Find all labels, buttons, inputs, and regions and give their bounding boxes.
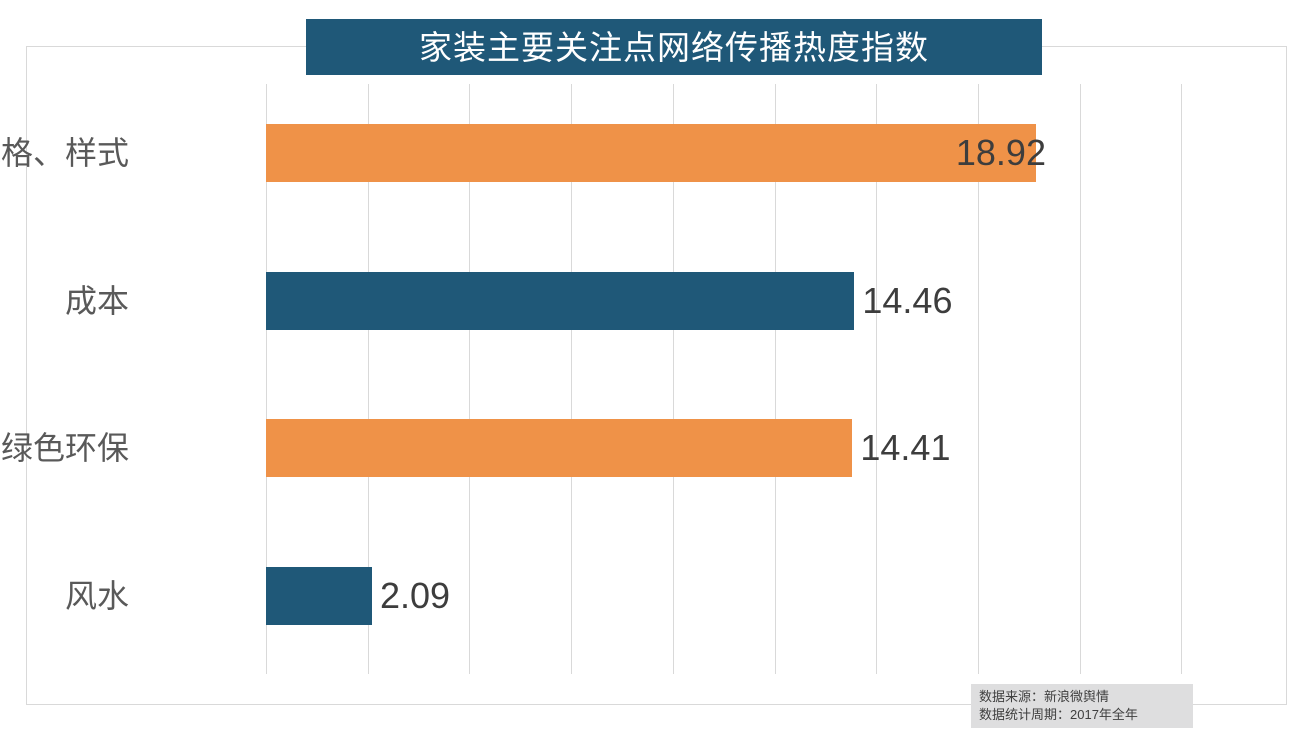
gridline: [469, 84, 471, 674]
bar-segment[interactable]: [266, 271, 855, 330]
gridline: [672, 84, 674, 674]
category-label: 风水: [64, 577, 129, 614]
bar-segment[interactable]: [266, 419, 853, 477]
source-line-1: 数据来源：新浪微舆情: [979, 689, 1110, 704]
bar-value-label: 14.41: [860, 427, 951, 468]
bar-row: 风水 2.09: [65, 527, 1182, 675]
gridline: [876, 84, 878, 674]
bar-segment[interactable]: [266, 124, 1036, 182]
category-label: 风格、样式: [0, 135, 129, 171]
bar-value-label: 2.09: [380, 574, 451, 616]
gridline: [977, 84, 979, 674]
chart-title-banner: 家装主要关注点网络传播热度指数: [306, 19, 1042, 75]
category-label: 成本: [64, 282, 129, 319]
source-line-2: 数据统计周期：2017年全年: [979, 707, 1138, 722]
bar-row: 成本 14.46: [65, 232, 1182, 380]
bar-value-label: 18.92: [955, 132, 1046, 173]
bar-row: 绿色环保 14.41: [1, 379, 1182, 527]
source-note-box: 数据来源：新浪微舆情 数据统计周期：2017年全年: [971, 684, 1193, 728]
plot-area: 风格、样式 18.92 成本 14.46 绿色环保 14.41 风水 2.09: [0, 84, 1182, 675]
chart-title: 家装主要关注点网络传播热度指数: [419, 28, 929, 66]
bar-segment[interactable]: [266, 566, 372, 625]
category-label: 绿色环保: [0, 430, 129, 466]
gridline: [571, 84, 573, 674]
gridline: [1079, 84, 1081, 674]
gridline: [367, 84, 369, 674]
bar-value-label: 14.46: [862, 279, 953, 321]
bar-row: 风格、样式 18.92: [0, 84, 1182, 232]
gridline: [1181, 84, 1182, 674]
gridline: [774, 84, 776, 674]
gridline: [266, 84, 267, 674]
